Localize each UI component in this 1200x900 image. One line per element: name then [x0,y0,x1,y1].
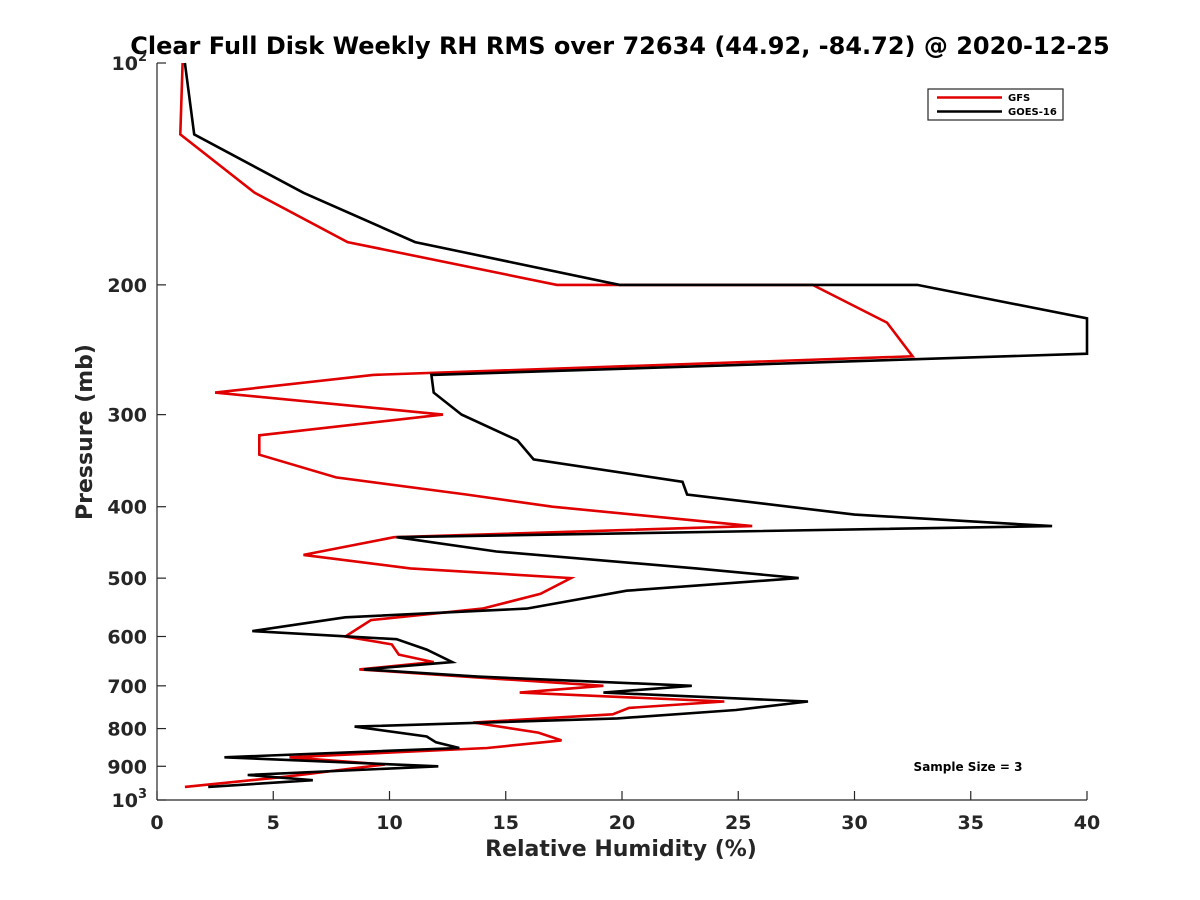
chart-title: Clear Full Disk Weekly RH RMS over 72634… [130,32,1110,60]
x-tick-label: 0 [150,812,163,834]
legend-label-goes16: GOES-16 [1008,107,1057,118]
series-line-goes16 [183,62,1089,789]
legend-box [927,88,1064,121]
x-tick-label: 20 [609,812,635,834]
y-tick-label: 103 [112,787,148,812]
legend-label-gfs: GFS [1008,93,1030,104]
y-tick-label: 600 [107,626,147,648]
y-tick-label: 400 [107,497,147,519]
y-tick-label: 102 [112,50,148,75]
x-tick-label: 15 [493,812,519,834]
y-tick-label: 200 [107,275,147,297]
x-tick-label: 40 [1074,812,1100,834]
x-tick-label: 35 [958,812,984,834]
x-tick-label: 30 [841,812,867,834]
x-tick-label: 10 [376,812,402,834]
x-tick-label: 25 [725,812,751,834]
y-tick-label: 500 [107,568,147,590]
y-axis-label: Pressure (mb) [73,344,98,520]
y-tick-label: 300 [107,405,147,427]
y-tick-label: 900 [107,756,147,778]
x-axis-ticks: 0 5 10 15 20 25 30 35 40 [150,791,1100,834]
x-tick-label: 5 [267,812,280,834]
x-axis-label: Relative Humidity (%) [485,837,757,862]
y-tick-label: 700 [107,676,147,698]
series-layer [178,62,1089,789]
y-axis-ticks: 102 200 300 400 500 600 700 800 900 103 [107,50,166,812]
legend: GFS GOES-16 [927,88,1064,121]
y-tick-label: 800 [107,719,147,741]
sample-size-annotation: Sample Size = 3 [914,760,1023,774]
